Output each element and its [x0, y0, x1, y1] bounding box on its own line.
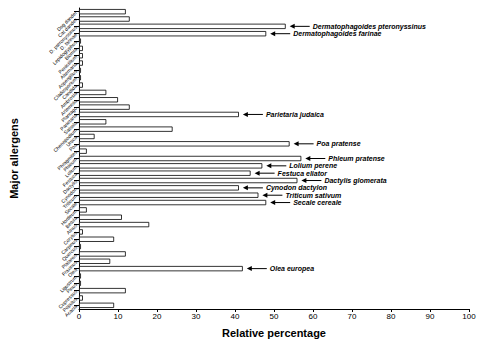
svg-text:0: 0: [77, 312, 82, 321]
svg-text:Pinus: Pinus: [65, 281, 79, 295]
svg-text:80: 80: [387, 312, 396, 321]
svg-text:Triticum: Triticum: [61, 193, 79, 210]
svg-text:50: 50: [270, 312, 279, 321]
svg-text:Poa: Poa: [67, 141, 79, 153]
svg-text:Secale cereale: Secale cereale: [293, 199, 341, 206]
svg-text:Relative percentage: Relative percentage: [222, 327, 326, 339]
svg-text:Lolium: Lolium: [63, 163, 79, 179]
svg-text:Candida: Candida: [60, 83, 79, 101]
svg-text:Alnus: Alnus: [65, 222, 79, 236]
svg-text:70: 70: [348, 312, 357, 321]
svg-text:Penicillium: Penicillium: [57, 53, 79, 75]
svg-text:Blomia: Blomia: [63, 46, 79, 62]
svg-text:Ambrosia: Ambrosia: [59, 90, 79, 110]
svg-text:20: 20: [153, 312, 162, 321]
svg-text:Dactylis: Dactylis: [61, 178, 79, 195]
svg-text:40: 40: [231, 312, 240, 321]
svg-text:Festuca: Festuca: [61, 171, 79, 188]
svg-text:Populus: Populus: [61, 295, 79, 313]
svg-text:Dermatophagoides pteronyssinus: Dermatophagoides pteronyssinus: [312, 22, 426, 30]
svg-text:Hordeum: Hordeum: [59, 207, 79, 227]
svg-text:Secale: Secale: [63, 200, 79, 216]
svg-text:Artemisia: Artemisia: [59, 97, 79, 117]
svg-text:Cat dander: Cat dander: [56, 16, 79, 39]
svg-text:Dog dander: Dog dander: [55, 9, 79, 33]
svg-text:Plantago: Plantago: [60, 105, 79, 124]
svg-text:Aspergillus: Aspergillus: [56, 68, 79, 90]
svg-text:D. pteronyssinus: D. pteronyssinus: [47, 24, 79, 55]
svg-text:60: 60: [309, 312, 318, 321]
svg-text:Olea: Olea: [66, 266, 79, 279]
svg-text:Dactylis glomerata: Dactylis glomerata: [324, 177, 386, 185]
svg-text:Ligustrum: Ligustrum: [58, 273, 79, 294]
svg-text:Acacia: Acacia: [63, 303, 79, 318]
svg-text:Carpinus: Carpinus: [59, 237, 79, 256]
svg-text:100: 100: [462, 312, 476, 321]
svg-text:Triticum sativum: Triticum sativum: [285, 192, 341, 199]
svg-text:Alternaria: Alternaria: [58, 60, 79, 81]
svg-text:D. farinae: D. farinae: [58, 31, 79, 52]
svg-text:Lolium perene: Lolium perene: [289, 162, 338, 170]
svg-text:Chenopodium: Chenopodium: [52, 127, 78, 153]
svg-text:Salsola: Salsola: [62, 119, 79, 136]
svg-text:Betula: Betula: [63, 215, 79, 230]
svg-text:Cynodon dactylon: Cynodon dactylon: [265, 184, 327, 192]
svg-text:Corylus: Corylus: [61, 229, 79, 246]
svg-text:Parietaria judaica: Parietaria judaica: [266, 111, 324, 119]
svg-text:10: 10: [114, 312, 123, 321]
svg-text:30: 30: [192, 312, 201, 321]
svg-text:Cladosporium: Cladosporium: [52, 75, 79, 102]
svg-text:Festuca eliator: Festuca eliator: [278, 170, 329, 177]
svg-text:Phragmites: Phragmites: [56, 149, 79, 172]
svg-text:Poa pratense: Poa pratense: [317, 140, 361, 148]
svg-text:Cynodon: Cynodon: [59, 185, 79, 205]
svg-text:Urtica: Urtica: [64, 134, 79, 148]
svg-text:Cupressus: Cupressus: [57, 288, 79, 310]
svg-text:Olea europea: Olea europea: [270, 265, 314, 273]
svg-text:Phleum: Phleum: [61, 156, 79, 173]
svg-text:Phleum pratense: Phleum pratense: [328, 155, 385, 162]
svg-text:Dermatophagoides farinae: Dermatophagoides farinae: [293, 30, 381, 38]
svg-text:Fraxinus: Fraxinus: [60, 259, 79, 277]
svg-text:Platanus: Platanus: [60, 251, 79, 270]
svg-text:Major allergens: Major allergens: [8, 118, 20, 199]
svg-text:Quercus: Quercus: [60, 244, 79, 262]
svg-text:Parietaria: Parietaria: [58, 112, 79, 132]
svg-text:Lepidoglyphus: Lepidoglyphus: [51, 38, 79, 66]
svg-text:90: 90: [426, 312, 435, 321]
